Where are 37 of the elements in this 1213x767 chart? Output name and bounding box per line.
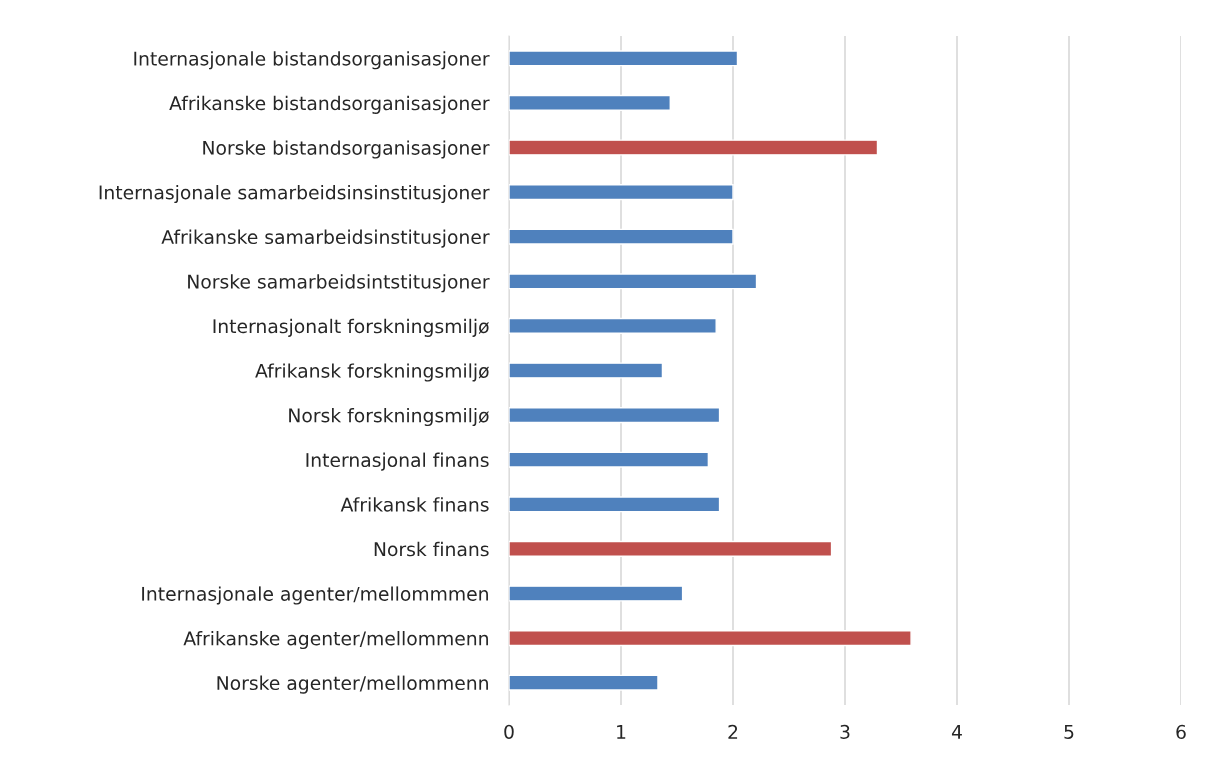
y-tick-label: Internasjonale samarbeidsinsinstitusjoner bbox=[99, 184, 490, 204]
x-tick-label: 0 bbox=[504, 724, 514, 739]
x-tick-label: 5 bbox=[1064, 725, 1074, 739]
x-tick-label: 6 bbox=[1176, 724, 1186, 739]
bar bbox=[509, 94, 671, 111]
y-tick-label: Internasjonale agenter/mellommmen bbox=[142, 586, 488, 605]
bar bbox=[509, 362, 664, 379]
y-tick-label: Afrikanske agenter/mellommenn bbox=[183, 630, 488, 650]
y-tick-label: Internasjonalt forskningsmiljø bbox=[213, 318, 489, 337]
bar bbox=[509, 540, 833, 557]
bar bbox=[509, 451, 710, 468]
bar bbox=[509, 50, 739, 67]
y-tick-label: Norske samarbeidsintstitusjoner bbox=[188, 274, 490, 293]
y-tick-label: Afrikansk finans bbox=[340, 497, 489, 512]
y-tick-label: Norsk finans bbox=[374, 541, 489, 557]
x-tick-label: 1 bbox=[617, 725, 626, 739]
bar bbox=[509, 139, 879, 156]
bar bbox=[509, 407, 721, 424]
y-tick-label: Internasjonale bistandsorganisasjoner bbox=[134, 51, 490, 70]
x-tick-label: 3 bbox=[840, 724, 850, 739]
y-tick-label: Afrikanske bistandsorganisasjoner bbox=[169, 95, 490, 114]
bar bbox=[509, 273, 758, 290]
x-tick-label: 2 bbox=[728, 724, 738, 739]
y-tick-label: Internasjonal finans bbox=[306, 452, 489, 471]
bar bbox=[509, 585, 684, 602]
bar bbox=[509, 496, 721, 513]
y-tick-label: Norske agenter/mellommenn bbox=[217, 675, 488, 694]
bar bbox=[509, 630, 912, 647]
y-tick-label: Afrikanske samarbeidsinstitusjoner bbox=[161, 229, 490, 248]
bar bbox=[509, 674, 659, 691]
y-tick-label: Afrikansk forskningsmiljø bbox=[255, 363, 489, 382]
y-tick-label: Norsk forskningsmiljø bbox=[289, 407, 489, 427]
bar bbox=[509, 184, 734, 201]
bar bbox=[509, 317, 717, 334]
x-tick-label: 4 bbox=[951, 725, 962, 739]
bar bbox=[509, 228, 734, 245]
y-tick-label: Norske bistandsorganisasjoner bbox=[203, 140, 490, 159]
